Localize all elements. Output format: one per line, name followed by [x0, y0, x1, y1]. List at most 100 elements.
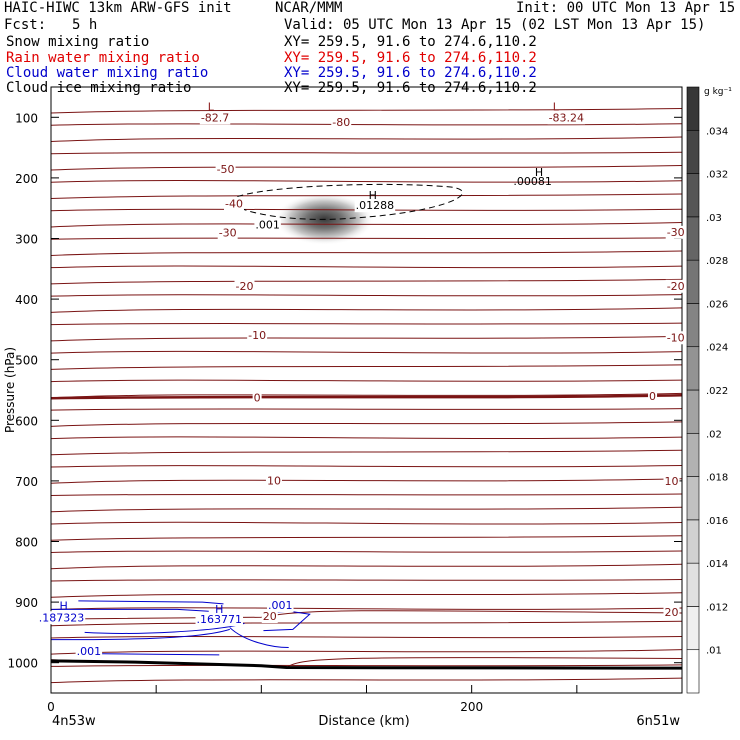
isotherm-line	[51, 164, 682, 171]
isotherm-line	[51, 250, 682, 256]
contour-label-halo	[663, 474, 680, 488]
isotherm-line	[51, 180, 682, 183]
extremum-marker: H	[215, 603, 223, 616]
isotherm-line	[51, 635, 682, 639]
isotherm-line	[51, 151, 682, 155]
colorbar-swatch	[686, 562, 700, 607]
colorbar-tick-label: .034	[706, 126, 728, 137]
y-tick-label: 700	[15, 475, 38, 489]
isotherm-line	[51, 677, 682, 684]
isotherm-line	[51, 136, 682, 143]
cloud-water-contour	[88, 653, 220, 656]
isotherm-line	[51, 265, 682, 269]
x-axis-title: Distance (km)	[318, 714, 409, 729]
contour-label-halo	[261, 610, 278, 624]
isotherm-line	[51, 335, 682, 342]
isotherm-label: 0	[649, 390, 656, 403]
colorbar-swatch	[686, 259, 700, 304]
extremum-marker: H	[535, 166, 543, 179]
x-tick-label: 200	[460, 700, 483, 714]
contour-label-halo	[234, 279, 255, 293]
isotherm-line	[51, 578, 682, 582]
isotherm-line	[51, 278, 682, 285]
y-tick-label: 900	[15, 596, 38, 610]
contour-label-halo	[665, 279, 686, 293]
colorbar-swatch	[686, 649, 700, 694]
extremum-marker: L	[553, 100, 560, 113]
cloud-water-label: .163771	[197, 613, 243, 626]
isotherm-line	[51, 108, 682, 114]
colorbar-tick-label: .012	[706, 602, 728, 613]
contour-label-halo	[217, 226, 238, 240]
colorbar-tick-label: .028	[706, 256, 728, 267]
y-axis-title: Pressure (hPa)	[3, 347, 17, 433]
isotherm-label: -83.24	[549, 111, 584, 124]
cloud-water-label: .001	[268, 599, 293, 612]
isotherm-line	[51, 421, 682, 427]
snow-field-xy: XY= 259.5, 91.6 to 274.6,110.2	[284, 34, 537, 50]
colorbar-swatch	[686, 519, 700, 564]
cloud-ice-field-xy: XY= 259.5, 91.6 to 274.6,110.2	[284, 80, 537, 96]
cloud-ice-contour	[229, 183, 463, 220]
colorbar-tick-label: .03	[706, 213, 722, 224]
cloud-water-contour	[229, 627, 289, 649]
colorbar-tick-label: .024	[706, 343, 728, 354]
isotherm-line	[51, 664, 682, 667]
isotherm-line	[51, 620, 682, 627]
colorbar-swatch	[686, 432, 700, 477]
isotherm-line	[51, 521, 682, 525]
isotherm-line	[51, 493, 682, 497]
isotherm-line	[51, 535, 682, 541]
isotherm-line	[51, 193, 682, 199]
extremum-marker: H	[369, 189, 377, 202]
cloud-water-label: .187323	[39, 611, 85, 624]
y-tick-label: 600	[15, 414, 38, 428]
y-tick-label: 800	[15, 536, 38, 550]
contour-label-halo	[75, 645, 103, 659]
isotherm-line	[286, 657, 682, 669]
isotherm-line	[51, 237, 682, 240]
model-title: HAIC-HIWC 13km ARW-GFS init	[4, 0, 232, 16]
colorbar-swatch	[686, 86, 700, 131]
colorbar-swatch	[686, 346, 700, 391]
isotherm-line	[51, 465, 682, 468]
extremum-marker: L	[208, 100, 215, 113]
cloud-ice-field-name: Cloud ice mixing ratio	[6, 80, 192, 96]
colorbar-swatch	[686, 476, 700, 521]
cloud-water-field-name: Cloud water mixing ratio	[6, 65, 209, 81]
init-time: Init: 00 UTC Mon 13 Apr 15	[516, 0, 736, 16]
y-tick-label: 500	[15, 354, 38, 368]
cloud-water-label: .001	[77, 645, 102, 658]
isotherm-line	[51, 563, 682, 570]
colorbar-swatch	[686, 606, 700, 651]
contour-label-halo	[37, 611, 86, 625]
contour-label-halo	[265, 474, 282, 488]
isotherm-line	[51, 322, 682, 326]
isotherm-line	[51, 610, 682, 620]
colorbar-tick-label: .022	[706, 386, 728, 397]
cloud-water-contour	[51, 628, 230, 641]
contour-label-halo	[195, 613, 244, 627]
isotherm-line	[51, 379, 682, 383]
x-end-label-right: 6n51w	[636, 714, 680, 729]
x-tick-label: 0	[47, 700, 55, 714]
forecast-label: Fcst:	[4, 17, 47, 33]
isotherm-label: -50	[217, 163, 235, 176]
colorbar-swatch	[686, 303, 700, 348]
colorbar-tick-label: .014	[706, 559, 728, 570]
colorbar-tick-label: .032	[706, 170, 728, 181]
isotherm-label: 20	[664, 606, 678, 619]
isotherm-line	[51, 294, 682, 297]
center-title: NCAR/MMM	[275, 0, 343, 16]
colorbar-tick-label: .016	[706, 516, 728, 527]
colorbar-tick-label: .018	[706, 473, 728, 484]
isotherm-label: -30	[219, 226, 237, 239]
colorbar-swatch	[686, 173, 700, 218]
isotherm-label: 0	[254, 391, 261, 404]
isotherm-label: -20	[667, 280, 685, 293]
contour-label-halo	[247, 328, 268, 342]
isotherm-label: -40	[225, 197, 243, 210]
extremum-marker: H	[59, 600, 67, 613]
colorbar-swatch	[686, 389, 700, 434]
contour-label-halo	[547, 111, 586, 125]
